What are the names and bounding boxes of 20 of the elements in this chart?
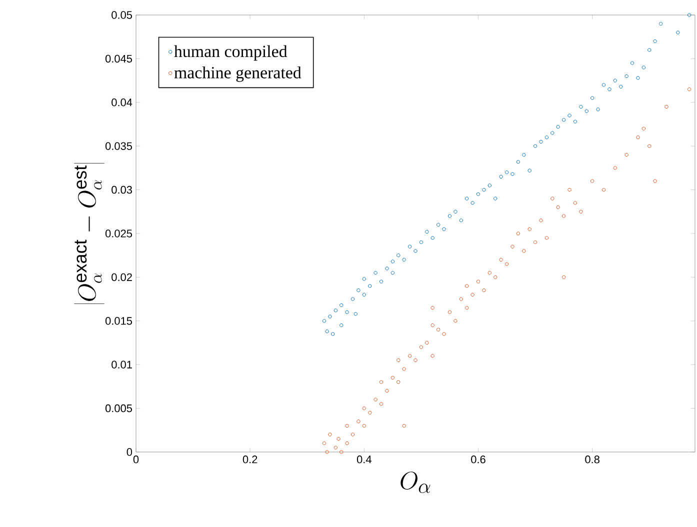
y-axis-title: $\left|O_\alpha^{\mathrm{exact}} - O_\alpha^{\mathrm{est}}\right|$ xyxy=(74,162,104,304)
x-tick-label: 0.6 xyxy=(471,456,486,464)
y-tick-label: 0 xyxy=(126,448,132,456)
y-tick-label: 0.025 xyxy=(105,230,132,238)
legend-label: human compiled xyxy=(174,45,288,61)
x-tick-label: 0.8 xyxy=(585,456,600,464)
x-tick-label: 0.4 xyxy=(356,456,372,464)
x-tick-label: 0.2 xyxy=(242,456,258,464)
x-axis-title: $O_\alpha$ xyxy=(400,472,430,493)
y-tick-label: 0.04 xyxy=(112,98,132,106)
y-tick-label: 0.005 xyxy=(105,404,132,412)
y-tick-label: 0.01 xyxy=(112,360,132,368)
y-tick-label: 0.045 xyxy=(105,54,132,63)
x-tick-label: 0 xyxy=(133,456,139,464)
y-tick-label: 0.035 xyxy=(105,142,132,150)
y-tick-label: 0.015 xyxy=(105,317,132,325)
y-tick-label: 0.03 xyxy=(112,186,132,194)
legend-label: machine generated xyxy=(174,66,302,82)
y-tick-label: 0.05 xyxy=(112,11,132,19)
y-tick-label: 0.02 xyxy=(112,273,132,282)
